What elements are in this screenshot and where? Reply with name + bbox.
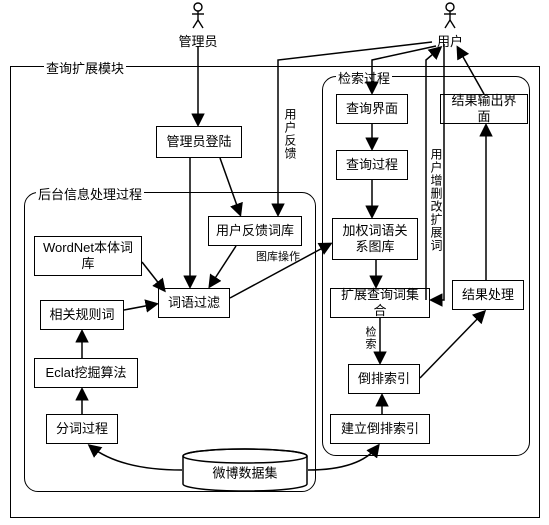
node-result-ui: 结果输出界面: [440, 94, 528, 124]
node-weibo-dataset: 微博数据集: [180, 448, 310, 492]
actor-admin-label: 管理员: [168, 31, 228, 50]
actor-user: 用户: [425, 2, 475, 50]
node-build-inverted-index: 建立倒排索引: [330, 414, 430, 444]
edge-label-user-feedback: 用户反馈: [282, 108, 299, 160]
edge-label-user-edit-expand: 用户增删改扩展词: [428, 148, 445, 252]
node-expanded-query-set: 扩展查询词集合: [330, 288, 430, 318]
node-user-feedback-db: 用户反馈词库: [208, 216, 302, 246]
label-backend-processing: 后台信息处理过程: [36, 184, 144, 203]
node-segmentation: 分词过程: [46, 414, 118, 444]
node-word-filter: 词语过滤: [158, 288, 230, 318]
label-retrieval-process: 检索过程: [336, 68, 392, 87]
node-inverted-index: 倒排索引: [348, 364, 420, 394]
label-weibo-dataset: 微博数据集: [180, 462, 310, 481]
node-admin-login: 管理员登陆: [156, 126, 242, 158]
module-retrieval-process: [322, 76, 530, 456]
label-query-expansion: 查询扩展模块: [44, 58, 126, 77]
node-wordnet: WordNet本体词库: [34, 236, 142, 276]
node-eclat: Eclat挖掘算法: [34, 358, 138, 388]
node-query-process: 查询过程: [336, 150, 408, 180]
node-result-processing: 结果处理: [452, 280, 524, 310]
edge-label-graph-operation: 图库操作: [254, 248, 302, 264]
edge-label-retrieval: 检索: [362, 326, 378, 350]
node-query-ui: 查询界面: [336, 94, 408, 124]
actor-admin: 管理员: [168, 2, 228, 50]
node-related-rule-words: 相关规则词: [40, 300, 124, 330]
node-weighted-graph: 加权词语关系图库: [332, 218, 418, 260]
actor-user-label: 用户: [425, 31, 475, 50]
